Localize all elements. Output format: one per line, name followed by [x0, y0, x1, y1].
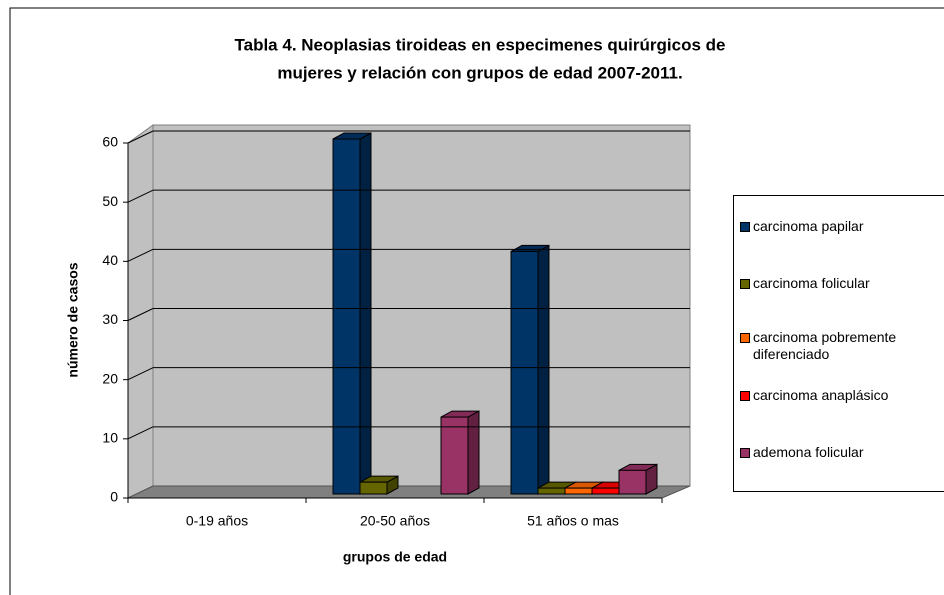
legend-label: carcinoma pobremente diferenciado	[753, 329, 897, 362]
legend-swatch	[740, 279, 750, 289]
chart-title: mujeres y relación con grupos de edad 20…	[277, 63, 682, 82]
y-tick-label: 0	[110, 489, 118, 505]
y-tick-label: 10	[102, 430, 118, 446]
legend-item: ademona folicular	[740, 444, 940, 461]
bar	[564, 487, 593, 495]
legend-label: carcinoma anaplásico	[753, 387, 889, 403]
y-tick-label: 20	[102, 370, 118, 386]
legend-swatch	[740, 222, 750, 232]
legend-item: carcinoma folicular	[740, 275, 940, 292]
legend-label: ademona folicular	[753, 444, 864, 460]
marks	[332, 132, 658, 495]
bar	[440, 416, 469, 495]
grid-line	[127, 130, 154, 144]
legend-item: carcinoma pobremente diferenciado	[740, 329, 940, 363]
bar-side	[537, 244, 550, 495]
bar	[332, 138, 361, 495]
x-tick-label: 51 años o mas	[527, 513, 619, 529]
bar	[510, 250, 539, 495]
legend-label: carcinoma papilar	[753, 218, 864, 234]
bar-side	[467, 410, 480, 495]
legend-item: carcinoma papilar	[740, 218, 940, 235]
y-tick-label: 40	[102, 252, 118, 268]
legend-item: carcinoma anaplásico	[740, 387, 940, 404]
y-tick-label: 50	[102, 193, 118, 209]
y-tick-label: 60	[102, 134, 118, 150]
bar	[618, 469, 647, 495]
side-wall	[127, 124, 154, 499]
grid-line	[127, 367, 154, 381]
bar	[591, 487, 620, 495]
grid-line	[127, 189, 154, 203]
legend-swatch	[740, 391, 750, 401]
bar	[537, 487, 566, 495]
legend-swatch	[740, 448, 750, 458]
x-tick-label: 0-19 años	[186, 513, 248, 529]
chart-title: Tabla 4. Neoplasias tiroideas en especim…	[235, 35, 726, 54]
bar	[359, 481, 388, 495]
back-wall	[152, 124, 691, 487]
x-tick-label: 20-50 años	[360, 513, 430, 529]
y-axis-label: número de casos	[65, 262, 81, 377]
grid-line	[127, 308, 154, 321]
grid-line	[127, 426, 154, 440]
bar-side	[359, 132, 372, 495]
legend: carcinoma papilar carcinoma folicular carc…	[733, 195, 944, 492]
x-axis-label: grupos de edad	[343, 549, 447, 565]
legend-swatch	[740, 333, 750, 343]
grid-line	[127, 248, 154, 262]
legend-label: carcinoma folicular	[753, 275, 870, 291]
y-tick-label: 30	[102, 311, 118, 327]
